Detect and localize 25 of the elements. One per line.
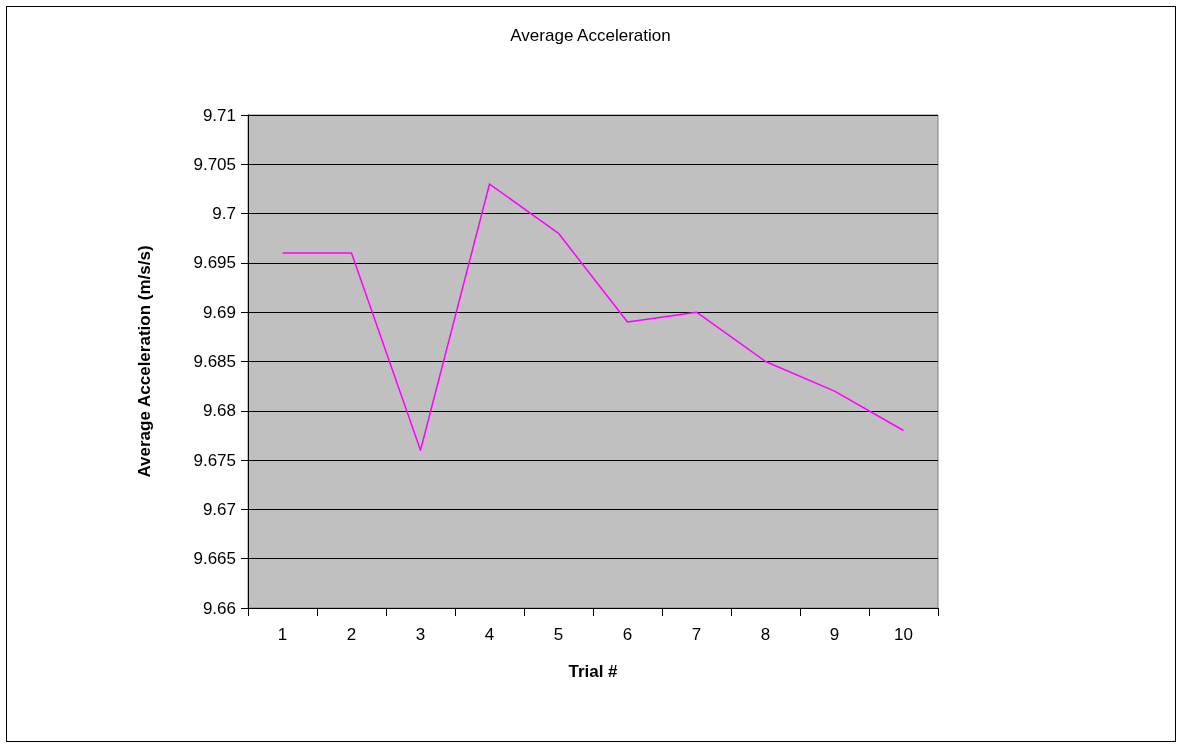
y-tick-label: 9.685 (193, 352, 236, 371)
y-tick-label: 9.71 (202, 105, 236, 125)
x-tick-label: 7 (691, 625, 702, 644)
x-tick-label: 6 (622, 625, 633, 644)
y-tick-label: 9.705 (193, 154, 236, 174)
x-tick-label: 8 (760, 625, 771, 644)
x-axis-title: Trial # (568, 662, 619, 681)
y-axis-title: Average Acceleration (m/s/s) (135, 245, 154, 478)
y-tick-label: 9.69 (202, 302, 236, 322)
x-tick-label: 3 (415, 625, 426, 644)
y-tick-label: 9.665 (193, 549, 236, 569)
x-tick-label: 10 (894, 625, 913, 644)
x-tick-label: 5 (553, 625, 564, 644)
x-tick-label: 2 (346, 625, 357, 644)
x-tick-label: 4 (484, 625, 495, 644)
x-tick-label: 9 (829, 625, 840, 644)
y-tick-label: 9.66 (202, 598, 236, 618)
y-tick-label: 9.68 (202, 401, 236, 421)
y-tick-label: 9.675 (193, 450, 236, 470)
y-tick-label: 9.695 (193, 253, 236, 273)
chart-title: Average Acceleration (510, 26, 671, 45)
line-series (281, 183, 905, 451)
y-tick-label: 9.7 (212, 204, 236, 224)
x-tick-label: 1 (277, 625, 288, 644)
y-tick-label: 9.67 (202, 499, 236, 519)
